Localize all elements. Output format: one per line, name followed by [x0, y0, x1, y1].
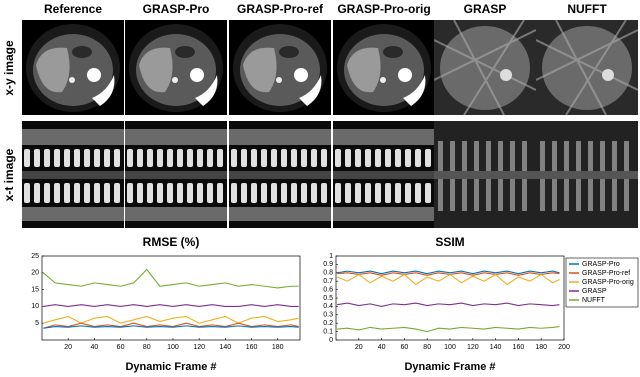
- chart-title: RMSE (%): [143, 235, 200, 249]
- image: [536, 20, 638, 115]
- x-tick-label: 120: [467, 344, 479, 351]
- image: [434, 20, 536, 115]
- series-line: [337, 326, 560, 333]
- legend-box: [565, 257, 639, 308]
- image: [434, 121, 536, 228]
- image: [333, 20, 435, 115]
- series-line: [43, 322, 299, 329]
- series-line: [43, 304, 299, 307]
- y-tick-label: 0.1: [323, 328, 333, 335]
- y-tick-label: 0.6: [323, 286, 333, 293]
- plot-area: [335, 255, 565, 341]
- y-tick-label: 0.9: [323, 261, 333, 268]
- image: [536, 121, 638, 228]
- x-tick-label: 80: [143, 344, 151, 351]
- x-axis-label: Dynamic Frame #: [125, 361, 216, 373]
- x-tick-label: 140: [490, 344, 502, 351]
- x-tick-label: 180: [535, 344, 547, 351]
- x-tick-label: 60: [117, 344, 125, 351]
- x-tick-label: 20: [64, 344, 72, 351]
- image: [125, 121, 227, 228]
- x-tick-label: 160: [513, 344, 525, 351]
- column-label: GRASP-Pro: [143, 2, 210, 16]
- column-label: GRASP: [464, 2, 507, 16]
- x-tick-label: 140: [220, 344, 232, 351]
- y-tick-label: 10: [31, 303, 39, 310]
- y-tick-label: 0.2: [323, 320, 333, 327]
- legend-label: GRASP: [582, 288, 607, 295]
- y-tick-label: 0.8: [323, 270, 333, 277]
- image: [333, 121, 435, 228]
- y-tick-label: 0: [329, 337, 333, 344]
- image: [229, 121, 331, 228]
- column-label: GRASP-Pro-orig: [337, 2, 430, 16]
- series-line: [43, 315, 299, 324]
- y-tick-label: 1: [329, 253, 333, 260]
- labels: Reference GRASP-Pro GRASP-Pro-ref GRASP-…: [2, 2, 607, 201]
- legend-label: GRASP-Pro: [582, 261, 620, 268]
- image: [125, 20, 227, 115]
- image: [22, 121, 124, 228]
- y-tick-label: 0.3: [323, 312, 333, 319]
- y-tick-label: 20: [31, 270, 39, 277]
- x-tick-label: 40: [90, 344, 98, 351]
- x-tick-label: 200: [558, 344, 570, 351]
- y-tick-label: 5: [35, 320, 39, 327]
- image: [22, 20, 124, 115]
- row-label: x-y image: [2, 40, 16, 96]
- legend-label: GRASP-Pro-ref: [582, 270, 630, 277]
- column-label: NUFFT: [567, 2, 607, 16]
- y-tick-label: 15: [31, 286, 39, 293]
- chart-title: SSIM: [435, 235, 464, 249]
- column-label: Reference: [44, 2, 102, 16]
- x-tick-label: 180: [272, 344, 284, 351]
- image-grid: [22, 20, 638, 228]
- x-tick-label: 100: [167, 344, 179, 351]
- x-tick-label: 100: [444, 344, 456, 351]
- x-tick-label: 20: [355, 344, 363, 351]
- series-line: [43, 325, 299, 329]
- legend-label: GRASP-Pro-orig: [582, 279, 634, 286]
- series-line: [337, 270, 560, 275]
- y-tick-label: 0.5: [323, 295, 333, 302]
- column-label: GRASP-Pro-ref: [237, 2, 324, 16]
- y-tick-label: 0.4: [323, 303, 333, 310]
- series-line: [336, 273, 560, 286]
- series-line: [337, 302, 560, 307]
- image: [229, 20, 331, 115]
- legend-label: NUFFT: [582, 297, 606, 304]
- x-tick-label: 60: [401, 344, 409, 351]
- y-tick-label: 0.7: [323, 278, 333, 285]
- row-label: x-t image: [2, 148, 16, 201]
- x-tick-label: 80: [423, 344, 431, 351]
- x-axis-label: Dynamic Frame #: [404, 361, 495, 373]
- series-line: [42, 268, 299, 289]
- y-tick-label: 25: [31, 253, 39, 260]
- x-tick-label: 40: [378, 344, 386, 351]
- x-tick-label: 120: [193, 344, 205, 351]
- x-tick-label: 160: [246, 344, 258, 351]
